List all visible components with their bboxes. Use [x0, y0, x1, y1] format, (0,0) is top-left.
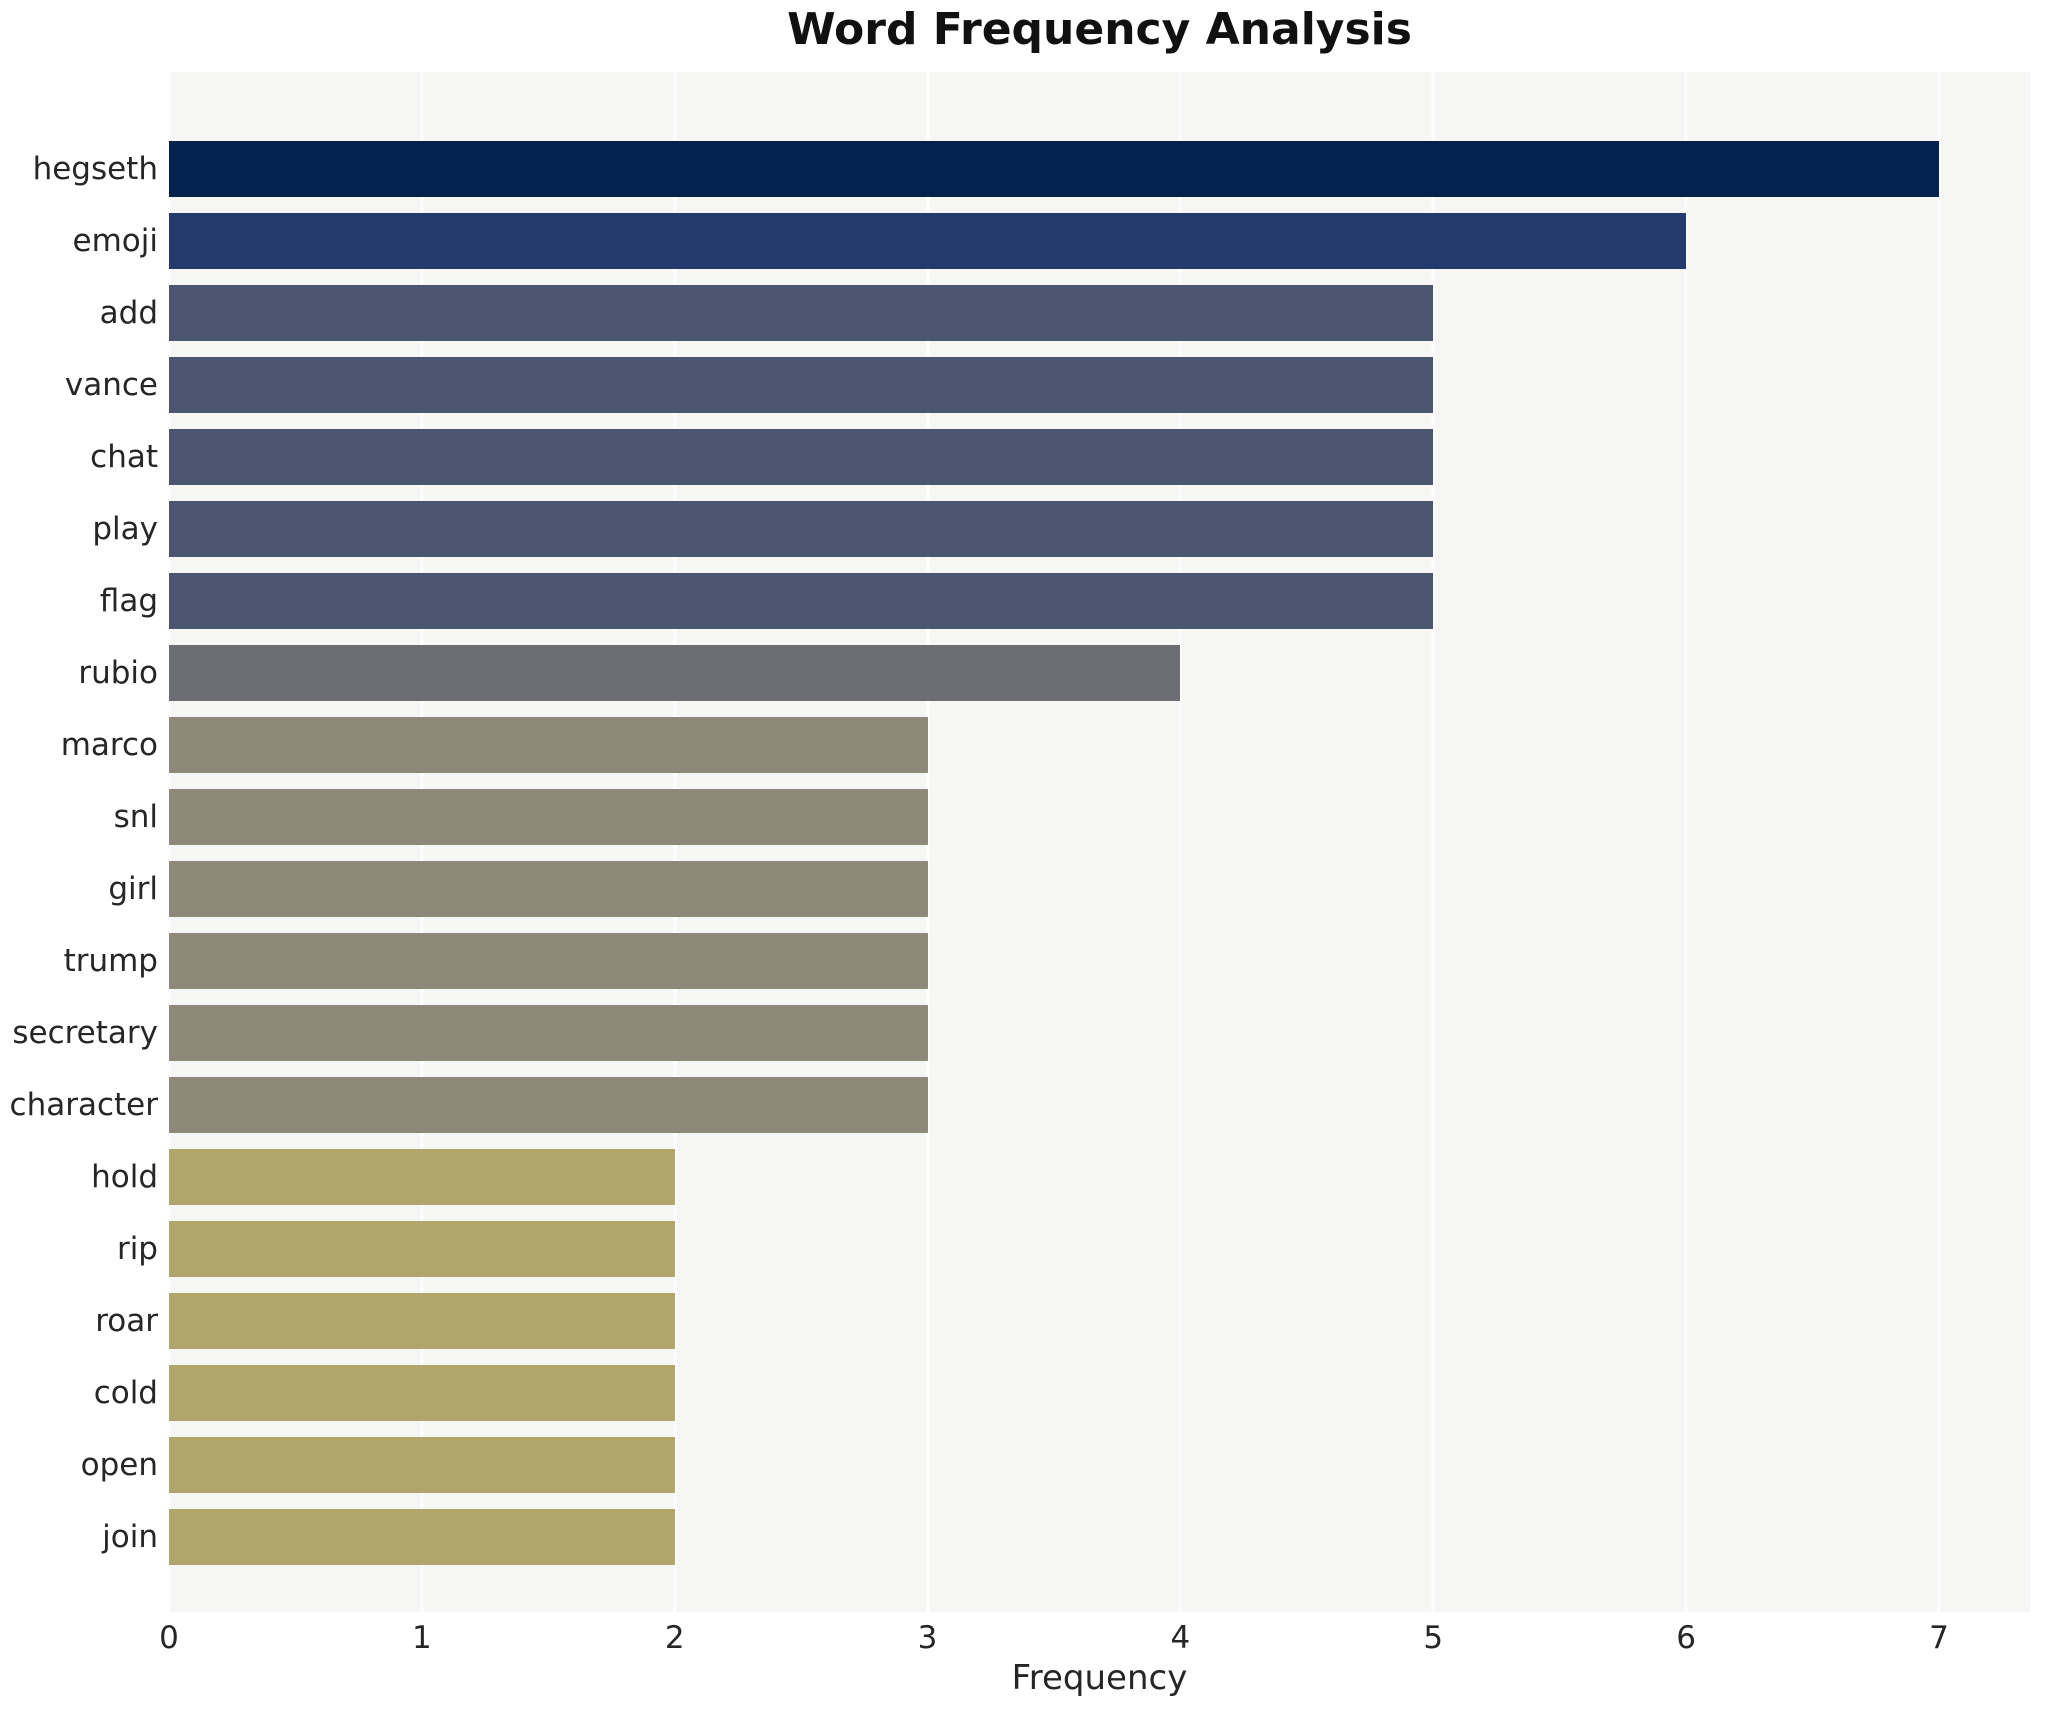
category-label-join: join: [102, 1519, 158, 1555]
bar-secretary: [169, 1005, 928, 1061]
bar-row-rip: rip: [117, 1221, 2030, 1277]
x-tick-label-0: 0: [159, 1620, 179, 1656]
bar-open: [169, 1437, 675, 1493]
bar-chat: [169, 429, 1434, 485]
bar-join: [169, 1509, 675, 1565]
category-label-character: character: [9, 1087, 158, 1123]
bar-row-join: join: [102, 1509, 2030, 1565]
bar-row-hold: hold: [91, 1149, 2030, 1205]
category-label-vance: vance: [64, 367, 158, 403]
bar-flag: [169, 573, 1434, 629]
chart-title: Word Frequency Analysis: [787, 4, 1412, 55]
category-label-roar: roar: [95, 1303, 158, 1339]
bar-row-hegseth: hegseth: [33, 141, 2030, 197]
bar-row-snl: snl: [114, 789, 2030, 845]
bar-row-vance: vance: [65, 357, 2030, 413]
bar-row-secretary: secretary: [12, 1005, 2030, 1061]
bar-row-play: play: [92, 501, 2030, 557]
bar-character: [169, 1077, 928, 1133]
bar-row-open: open: [81, 1437, 2030, 1493]
bar-hegseth: [169, 141, 1939, 197]
category-label-secretary: secretary: [12, 1015, 158, 1051]
x-tick-label-7: 7: [1929, 1620, 1949, 1656]
x-tick-label-1: 1: [411, 1620, 432, 1656]
category-label-snl: snl: [113, 799, 158, 835]
category-label-hold: hold: [91, 1159, 158, 1195]
bar-row-roar: roar: [95, 1293, 2030, 1349]
bar-play: [169, 501, 1434, 557]
bar-row-marco: marco: [61, 717, 2030, 773]
x-tick-label-3: 3: [917, 1620, 938, 1656]
category-label-chat: chat: [90, 439, 158, 475]
gridline-x6: [1684, 72, 1688, 1612]
gridline-x7: [1937, 72, 1941, 1612]
category-label-cold: cold: [93, 1375, 158, 1411]
bar-hold: [169, 1149, 675, 1205]
bar-cold: [169, 1365, 675, 1421]
bar-emoji: [169, 213, 1687, 269]
category-label-rip: rip: [116, 1231, 158, 1267]
gridline-x5: [1431, 72, 1435, 1612]
bar-marco: [169, 717, 928, 773]
category-label-flag: flag: [99, 583, 158, 619]
x-tick-label-2: 2: [664, 1620, 685, 1656]
category-label-hegseth: hegseth: [32, 151, 158, 187]
bar-trump: [169, 933, 928, 989]
bar-row-emoji: emoji: [73, 213, 2030, 269]
x-axis: 0 1 2 3 4 5 6 7: [159, 1612, 2030, 1660]
bar-rip: [169, 1221, 675, 1277]
bars-layer: hegseth emoji add vance chat play flag rubio mar…: [10, 141, 2030, 1565]
x-tick-label-5: 5: [1423, 1620, 1444, 1656]
x-tick-label-6: 6: [1676, 1620, 1696, 1656]
bar-row-chat: chat: [90, 429, 2030, 485]
bar-rubio: [169, 645, 1181, 701]
category-label-rubio: rubio: [78, 655, 158, 691]
bar-vance: [169, 357, 1434, 413]
bar-row-add: add: [100, 285, 2030, 341]
bar-row-flag: flag: [100, 573, 2030, 629]
bar-row-rubio: rubio: [78, 645, 2030, 701]
gridline-x3: [926, 72, 930, 1612]
bar-girl: [169, 861, 928, 917]
category-label-add: add: [99, 295, 158, 331]
bar-row-girl: girl: [108, 861, 2030, 917]
bar-add: [169, 285, 1434, 341]
category-label-girl: girl: [108, 871, 158, 907]
gridline-x4: [1178, 72, 1182, 1612]
plot-area: hegseth emoji add vance chat play flag rubio mar…: [10, 72, 2030, 1612]
category-label-open: open: [80, 1447, 158, 1483]
bar-row-character: character: [10, 1077, 2030, 1133]
bar-row-cold: cold: [94, 1365, 2030, 1421]
category-label-emoji: emoji: [72, 223, 158, 259]
x-tick-label-4: 4: [1170, 1620, 1191, 1656]
category-label-marco: marco: [60, 727, 158, 763]
bar-snl: [169, 789, 928, 845]
bar-row-trump: trump: [64, 933, 2030, 989]
category-label-trump: trump: [63, 943, 158, 979]
x-axis-label: Frequency: [1011, 1658, 1188, 1698]
category-label-play: play: [92, 511, 158, 547]
bar-roar: [169, 1293, 675, 1349]
